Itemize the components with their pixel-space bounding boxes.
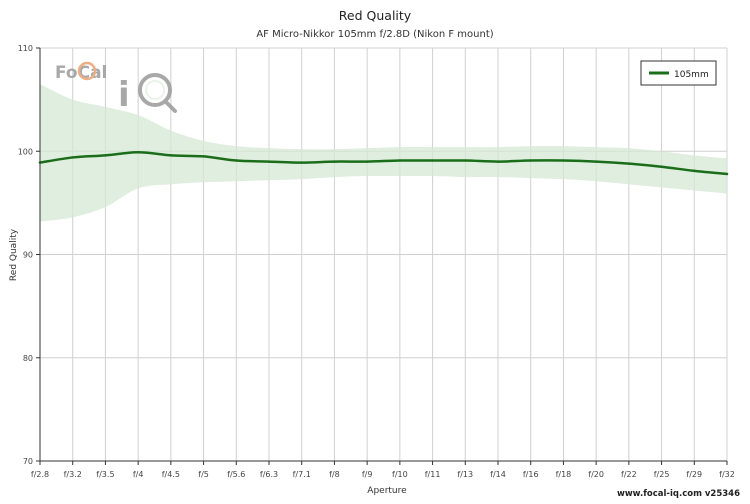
watermark-logo: FoCal i xyxy=(55,61,177,115)
x-tick-label: f/6.3 xyxy=(260,470,278,479)
x-tick-label: f/9 xyxy=(362,470,373,479)
x-tick-label: f/13 xyxy=(457,470,473,479)
data-point xyxy=(594,160,598,163)
y-tick-label: 100 xyxy=(18,147,33,156)
data-point xyxy=(235,159,238,162)
logo-magnifier-handle xyxy=(163,99,177,113)
chart-title: Red Quality xyxy=(339,8,412,23)
x-tick-label: f/4 xyxy=(133,470,144,479)
y-tick-label: 110 xyxy=(18,44,33,53)
data-point xyxy=(202,155,205,158)
confidence-band-layer xyxy=(40,84,727,222)
x-tick-labels: f/2.8 f/3.2 f/3.5 f/4 f/4.5 f/5 f/5.6 f/6.3 f/7.… xyxy=(31,461,735,479)
x-axis-label: Aperture xyxy=(367,486,407,496)
x-tick-label: f/22 xyxy=(621,470,637,479)
data-point xyxy=(464,159,467,162)
legend: 105mm xyxy=(640,60,717,86)
x-tick-label: f/7.1 xyxy=(293,470,311,479)
logo-iq-mark: i xyxy=(118,75,130,115)
x-tick-label: f/29 xyxy=(686,470,702,479)
y-tick-label: 80 xyxy=(23,354,33,363)
series-layer xyxy=(38,151,729,176)
x-tick-label: f/16 xyxy=(523,470,539,479)
x-tick-label: f/5 xyxy=(198,470,209,479)
x-tick-label: f/18 xyxy=(556,470,572,479)
data-point xyxy=(71,156,74,159)
data-point xyxy=(169,154,173,157)
x-tick-label: f/20 xyxy=(588,470,604,479)
y-axis-label: Red Quality xyxy=(9,228,19,281)
data-point xyxy=(562,159,565,162)
x-tick-label: f/2.8 xyxy=(31,470,49,479)
data-point xyxy=(431,159,434,162)
data-point xyxy=(267,160,271,163)
y-tick-label: 90 xyxy=(23,251,33,260)
data-point xyxy=(693,169,696,173)
data-point xyxy=(660,165,663,168)
confidence-band-105mm xyxy=(40,84,727,222)
x-tick-label: f/3.2 xyxy=(64,470,82,479)
x-tick-label: f/32 xyxy=(719,470,735,479)
x-tick-label: f/11 xyxy=(425,470,441,479)
x-tick-label: f/10 xyxy=(392,470,408,479)
data-point xyxy=(725,172,729,176)
data-point xyxy=(300,161,303,164)
y-tick-labels: 70 80 90 100 110 xyxy=(18,44,40,466)
data-point xyxy=(398,159,402,162)
data-point xyxy=(627,162,631,165)
data-point xyxy=(104,154,107,157)
y-tick-label: 70 xyxy=(23,457,33,466)
data-point xyxy=(333,160,336,163)
x-tick-label: f/5.6 xyxy=(227,470,245,479)
logo-magnifier-ring xyxy=(138,73,172,107)
data-point xyxy=(136,151,140,154)
x-tick-label: f/14 xyxy=(490,470,506,479)
logo-ring xyxy=(77,61,97,81)
x-tick-label: f/3.5 xyxy=(96,470,114,479)
data-point xyxy=(529,159,532,162)
chart-subtitle: AF Micro-Nikkor 105mm f/2.8D (Nikon F mo… xyxy=(256,29,493,40)
logo-magnifier-lens xyxy=(145,80,165,100)
footer-credit: www.focal-iq.com v25346 xyxy=(617,489,740,499)
series-line-105mm xyxy=(38,151,729,176)
data-point xyxy=(496,160,500,163)
x-tick-label: f/8 xyxy=(329,470,340,479)
x-tick-label: f/25 xyxy=(654,470,670,479)
data-point xyxy=(365,160,369,163)
x-tick-label: f/4.5 xyxy=(162,470,180,479)
legend-label-105mm: 105mm xyxy=(674,70,709,80)
